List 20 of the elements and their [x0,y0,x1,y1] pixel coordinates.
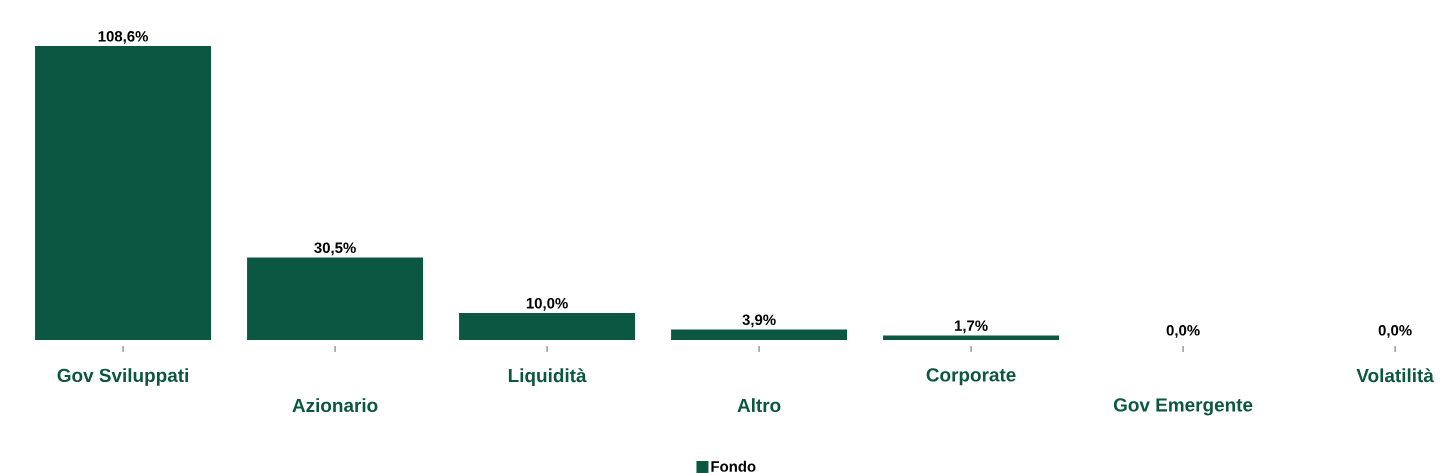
bar [459,312,636,340]
x-tick-label: Gov Emergente [1113,398,1253,416]
bar [671,329,848,340]
x-tick-label: Corporate [926,368,1016,386]
data-label: 1,7% [954,320,988,334]
bar [883,335,1060,340]
data-label: 3,9% [742,314,776,328]
x-tick-label: Gov Sviluppati [57,368,188,386]
legend-label: Fondo [711,460,756,472]
data-label: 0,0% [1378,325,1412,338]
x-tick-label: Azionario [292,398,378,413]
x-tick-label: Liquidità [508,368,587,386]
data-label: 108,6% [98,31,148,44]
x-tick-label: Altro [737,398,781,413]
x-tick-label: Volatilità [1356,368,1434,383]
bar [247,257,424,340]
data-label: 10,0% [526,297,568,311]
data-label: 0,0% [1166,325,1200,338]
bar [35,45,212,340]
data-label: 30,5% [314,242,356,256]
